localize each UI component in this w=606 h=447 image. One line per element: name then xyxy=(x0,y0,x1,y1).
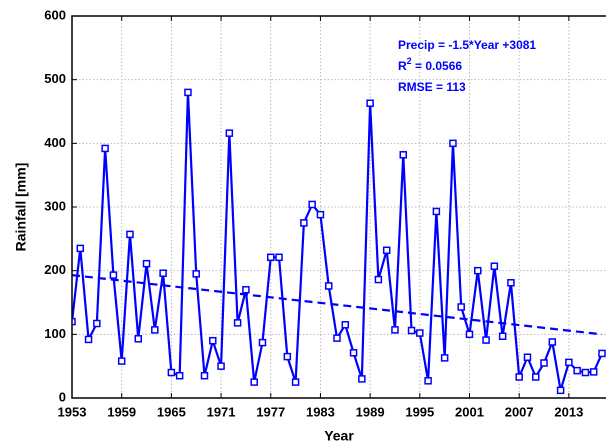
data-point xyxy=(523,353,532,362)
data-point xyxy=(324,282,333,290)
y-tick-label: 500 xyxy=(44,71,66,86)
data-point xyxy=(482,336,490,344)
data-point xyxy=(349,349,358,357)
data-point xyxy=(474,266,482,275)
data-point xyxy=(109,271,118,279)
data-point xyxy=(507,279,515,287)
x-axis-label: Year xyxy=(324,428,354,444)
y-tick-label: 400 xyxy=(44,135,66,150)
y-tick-label: 0 xyxy=(59,389,66,404)
data-point xyxy=(76,244,85,253)
annotation: Precip = -1.5*Year +3081 xyxy=(398,38,536,52)
data-point xyxy=(333,334,341,342)
data-point xyxy=(192,270,200,278)
x-tick-label: 1953 xyxy=(58,404,87,419)
y-tick-label: 200 xyxy=(44,262,66,277)
x-tick-label: 2007 xyxy=(505,404,534,419)
plot xyxy=(72,88,606,395)
data-point xyxy=(366,99,374,107)
trend-line xyxy=(72,274,603,336)
data-point xyxy=(573,366,581,375)
ticks: 0 100 200 300 400 500 600 1953 1959 1965 1971 1977 1… xyxy=(44,7,583,419)
annotation: RMSE = 113 xyxy=(398,80,466,94)
annotation-part: R xyxy=(398,59,407,73)
x-tick-label: 1989 xyxy=(356,404,385,419)
x-tick-label: 1959 xyxy=(107,404,136,419)
data-point xyxy=(101,144,109,153)
data-point xyxy=(134,335,142,343)
data-point xyxy=(358,375,366,383)
y-tick-label: 300 xyxy=(44,198,66,213)
data-point xyxy=(175,371,184,380)
data-point xyxy=(200,371,209,380)
data-point xyxy=(465,330,474,339)
data-point xyxy=(217,362,225,370)
data-point xyxy=(407,326,416,335)
data-point xyxy=(416,329,424,337)
data-point xyxy=(167,368,176,377)
data-point xyxy=(565,358,573,367)
data-point xyxy=(267,253,275,262)
data-point xyxy=(449,139,457,148)
data-point xyxy=(515,373,523,381)
data-point xyxy=(258,338,267,347)
y-tick-label: 100 xyxy=(44,326,66,341)
data-point xyxy=(250,378,258,386)
data-point xyxy=(581,368,590,377)
data-point xyxy=(399,151,407,159)
annotation-sup: 2 xyxy=(407,56,412,66)
data-point xyxy=(440,354,449,362)
y-axis-label: Rainfall [mm] xyxy=(13,163,29,252)
data-point xyxy=(242,286,250,294)
data-point xyxy=(209,336,217,345)
y-tick-label: 600 xyxy=(44,7,66,22)
x-tick-label: 1965 xyxy=(157,404,186,419)
data-point xyxy=(283,352,292,361)
data-point xyxy=(532,373,540,381)
data-point xyxy=(374,275,383,284)
x-tick-label: 1977 xyxy=(256,404,285,419)
data-point xyxy=(142,259,151,268)
data-point xyxy=(548,338,557,346)
annotation: R2 = 0.0566 xyxy=(398,56,462,73)
data-point xyxy=(391,326,399,334)
data-point xyxy=(540,359,548,367)
x-tick-label: 2013 xyxy=(554,404,583,419)
annotation-part: = 0.0566 xyxy=(412,59,463,73)
data-point xyxy=(72,317,76,326)
data-point xyxy=(316,210,325,219)
data-point xyxy=(457,303,465,311)
x-tick-label: 1971 xyxy=(207,404,236,419)
data-point xyxy=(341,321,350,329)
data-point xyxy=(382,246,391,255)
data-point xyxy=(300,219,308,227)
data-point xyxy=(432,207,441,216)
data-point xyxy=(151,326,159,334)
data-point xyxy=(308,200,316,209)
data-point xyxy=(184,88,192,97)
x-tick-label: 1995 xyxy=(405,404,434,419)
data-point xyxy=(556,386,565,395)
data-point xyxy=(589,368,598,376)
data-point xyxy=(598,349,606,358)
x-tick-label: 2001 xyxy=(455,404,484,419)
data-point xyxy=(498,332,507,340)
data-point xyxy=(275,253,283,262)
data-point xyxy=(84,335,93,344)
data-point xyxy=(117,357,126,365)
data-point xyxy=(424,377,432,385)
data-point xyxy=(291,378,300,386)
data-point xyxy=(159,269,167,277)
x-tick-label: 1983 xyxy=(306,404,335,419)
data-point xyxy=(93,319,101,328)
data-point xyxy=(225,129,234,137)
data-point xyxy=(126,230,134,239)
data-point xyxy=(233,319,242,327)
data-point xyxy=(490,262,499,270)
